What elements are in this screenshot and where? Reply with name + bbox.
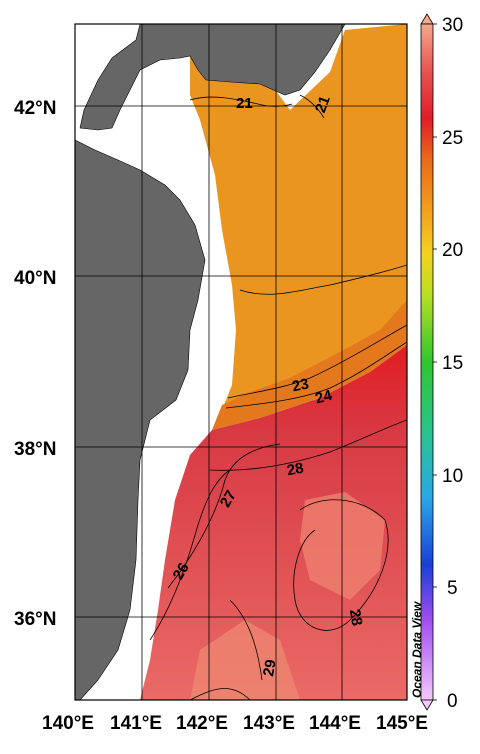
lon-tick-label: 140°E: [42, 713, 94, 734]
contour-28: [209, 419, 407, 471]
contour-29: [229, 599, 263, 681]
colorbar-tick-label: 5: [447, 578, 458, 599]
contour-label: 28: [286, 460, 305, 480]
colorbar-tick-label: 0: [447, 691, 458, 712]
contour-24: [225, 341, 407, 409]
colorbar-tick-label: 20: [442, 240, 463, 261]
lat-tick-label: 40°N: [14, 268, 56, 289]
contour-22: [239, 264, 407, 295]
contour-21b: [299, 94, 325, 119]
colorbar-tick-label: 30: [442, 15, 463, 36]
water-transition-band: [212, 300, 407, 430]
lon-tick-label: 142°E: [176, 713, 228, 734]
contour-label: 27: [217, 487, 240, 510]
lat-tick-label: 38°N: [14, 439, 56, 460]
water-hot-patch: [300, 492, 385, 600]
contour-26: [149, 469, 231, 641]
colorbar-tick-label: 25: [442, 128, 463, 149]
contour-label: 26: [170, 560, 193, 583]
land-japan: [75, 24, 346, 131]
contour-27b: [189, 688, 251, 700]
colorbar-tick-label: 15: [442, 353, 463, 374]
lat-tick-label: 42°N: [14, 98, 56, 119]
lon-tick-label: 141°E: [110, 713, 162, 734]
contour-label: 21: [312, 94, 334, 115]
water-warm-region: [140, 345, 407, 700]
lon-tick-label: 144°E: [309, 713, 361, 734]
contour-23: [227, 324, 407, 399]
colorbar-tick-label: 10: [442, 466, 463, 487]
lon-tick-label: 143°E: [243, 713, 295, 734]
water-cool-region: [190, 24, 407, 410]
water-hot-patch: [190, 620, 300, 700]
colorbar: [420, 13, 437, 711]
contour-28-loop: [293, 499, 389, 631]
contour-label: 23: [291, 375, 311, 395]
contour-label: 21: [236, 95, 253, 112]
lat-tick-label: 36°N: [14, 609, 56, 630]
graticule: [75, 24, 407, 700]
contour-label: 24: [313, 387, 334, 408]
contour-label: 29: [260, 658, 280, 677]
contour-label: 28: [346, 608, 366, 627]
land-honshu: [75, 139, 206, 700]
map-credit: Ocean Data View: [410, 601, 424, 698]
lon-tick-label: 145°E: [376, 713, 428, 734]
